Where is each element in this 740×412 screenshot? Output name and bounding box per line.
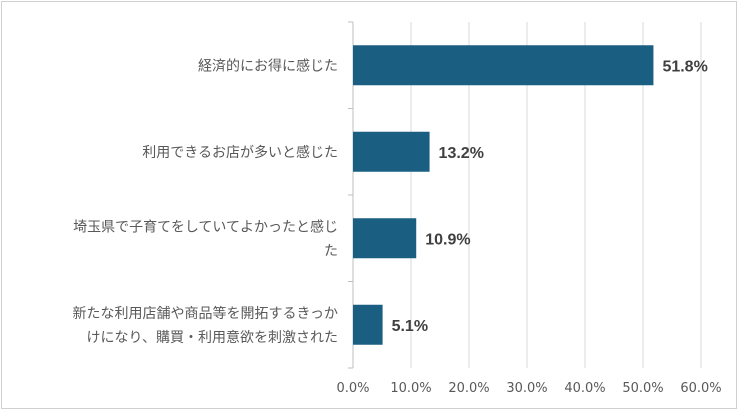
bar — [353, 218, 417, 259]
category-label: 新たな利用店舗や商品等を開拓するきっか — [73, 305, 338, 322]
category-label: 埼玉県で子育てをしていてよかったと感じ — [73, 218, 338, 235]
x-tick-label: 60.0% — [680, 381, 721, 396]
category-label: けになり、購買・利用意欲を刺激された — [87, 329, 338, 346]
bar — [353, 45, 654, 86]
bar — [353, 304, 383, 345]
x-tick-label: 40.0% — [564, 381, 605, 396]
data-labels: 51.8% 13.2% 10.9% 5.1% — [392, 58, 708, 335]
category-label: 利用できるお店が多いと感じた — [142, 144, 338, 161]
category-labels: 経済的にお得に感じた利用できるお店が多いと感じた埼玉県で子育てをしていてよかった… — [73, 57, 338, 346]
x-tick-label: 0.0% — [336, 381, 369, 396]
data-label: 5.1% — [392, 318, 428, 335]
bar — [353, 131, 430, 172]
bars — [353, 45, 654, 345]
category-label: 経済的にお得に感じた — [198, 57, 338, 74]
category-label: た — [324, 243, 338, 259]
data-label: 51.8% — [662, 58, 707, 75]
x-tick-label: 10.0% — [390, 381, 431, 396]
x-axis-ticks: 0.0% 10.0% 20.0% 30.0% 40.0% 50.0% 60.0% — [336, 381, 721, 396]
x-tick-label: 30.0% — [506, 381, 547, 396]
data-label: 10.9% — [425, 231, 470, 248]
x-tick-label: 20.0% — [448, 381, 489, 396]
x-tick-label: 50.0% — [622, 381, 663, 396]
data-label: 13.2% — [439, 145, 484, 162]
